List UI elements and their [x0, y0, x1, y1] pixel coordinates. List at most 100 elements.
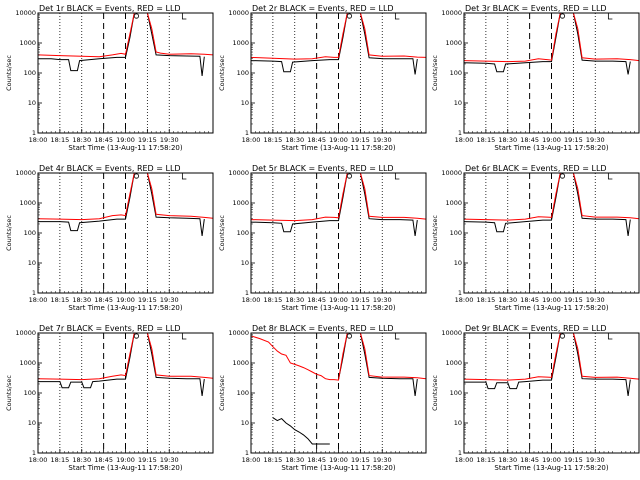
panel-5: Det 5r BLACK = Events, RED = LLD 1 10 100 10…: [218, 164, 427, 312]
x-axis-label: Start Time (13-Aug-11 17:58:20): [281, 464, 395, 472]
events-series-line: [38, 12, 205, 76]
end-marker: [394, 173, 400, 180]
x-tick-label: 19:15: [138, 456, 157, 464]
y-tick-label: 1: [32, 449, 36, 457]
x-tick-label: 18:30: [72, 136, 91, 144]
y-tick-label: 10: [28, 99, 36, 107]
x-tick-label: 18:45: [307, 136, 326, 144]
x-tick-label: 18:30: [498, 296, 517, 304]
y-axis-label: Counts/sec: [431, 375, 439, 411]
x-tick-label: 19:30: [160, 296, 179, 304]
y-tick-label: 1: [458, 129, 462, 137]
x-tick-label: 18:00: [242, 136, 261, 144]
y-tick-label: 1: [32, 129, 36, 137]
y-tick-label: 10: [241, 419, 249, 427]
x-tick-label: 18:00: [29, 136, 48, 144]
x-tick-label: 18:45: [520, 456, 539, 464]
end-marker: [607, 173, 613, 180]
events-series-line: [38, 172, 205, 236]
y-tick-label: 1: [458, 449, 462, 457]
y-tick-label: 10: [241, 259, 249, 267]
y-tick-label: 1000: [445, 199, 462, 207]
peak-marker: [346, 173, 353, 179]
y-tick-label: 10: [454, 99, 462, 107]
events-series-line: [272, 332, 418, 445]
lld-series-line: [463, 12, 640, 63]
panel-title: Det 5r BLACK = Events, RED = LLD: [252, 164, 394, 173]
x-tick-label: 19:00: [329, 136, 348, 144]
y-tick-label: 10000: [228, 9, 249, 17]
x-axis-label: Start Time (13-Aug-11 17:58:20): [281, 304, 395, 312]
y-tick-label: 100: [24, 389, 36, 397]
end-marker: [181, 173, 187, 180]
panel-3: Det 3r BLACK = Events, RED = LLD 1 10 100 10…: [431, 4, 640, 152]
x-tick-label: 18:15: [477, 136, 496, 144]
x-tick-label: 18:15: [51, 296, 70, 304]
panel-6: Det 6r BLACK = Events, RED = LLD 1 10 100 10…: [431, 164, 640, 312]
panel-title: Det 6r BLACK = Events, RED = LLD: [465, 164, 607, 173]
x-tick-label: 18:00: [29, 296, 48, 304]
y-tick-label: 100: [450, 389, 462, 397]
x-axis-label: Start Time (13-Aug-11 17:58:20): [281, 144, 395, 152]
x-tick-label: 19:00: [542, 296, 561, 304]
x-tick-label: 18:45: [307, 456, 326, 464]
y-axis-label: Counts/sec: [5, 55, 13, 91]
peak-marker: [133, 173, 140, 179]
x-tick-label: 18:30: [72, 296, 91, 304]
peak-marker: [133, 13, 140, 19]
lld-series-line: [250, 12, 427, 60]
x-tick-label: 18:30: [285, 456, 304, 464]
x-tick-label: 18:15: [264, 296, 283, 304]
x-tick-label: 19:30: [373, 136, 392, 144]
y-tick-label: 1: [32, 289, 36, 297]
y-tick-label: 10000: [15, 9, 36, 17]
y-tick-label: 100: [237, 229, 249, 237]
end-marker: [181, 333, 187, 340]
x-tick-label: 18:45: [307, 296, 326, 304]
x-axis-label: Start Time (13-Aug-11 17:58:20): [494, 464, 608, 472]
y-tick-label: 10000: [15, 329, 36, 337]
end-marker: [394, 333, 400, 340]
x-tick-label: 19:30: [160, 456, 179, 464]
events-series-line: [38, 332, 205, 396]
y-tick-label: 1000: [19, 39, 36, 47]
x-tick-label: 18:00: [455, 456, 474, 464]
panel-2: Det 2r BLACK = Events, RED = LLD 1 10 100 10…: [218, 4, 427, 152]
panel-9: Det 9r BLACK = Events, RED = LLD 1 10 100 10…: [431, 324, 640, 472]
x-tick-label: 18:15: [51, 136, 70, 144]
panel-title: Det 7r BLACK = Events, RED = LLD: [39, 324, 181, 333]
y-tick-label: 100: [24, 229, 36, 237]
x-tick-label: 19:30: [373, 296, 392, 304]
x-tick-label: 18:45: [520, 136, 539, 144]
y-axis-label: Counts/sec: [218, 215, 226, 251]
y-tick-label: 1000: [232, 39, 249, 47]
lld-series-line: [250, 332, 427, 381]
panel-title: Det 2r BLACK = Events, RED = LLD: [252, 4, 394, 13]
y-tick-label: 10: [454, 259, 462, 267]
x-tick-label: 18:30: [72, 456, 91, 464]
peak-marker: [346, 13, 353, 19]
x-tick-label: 18:00: [29, 456, 48, 464]
x-tick-label: 19:00: [116, 136, 135, 144]
x-tick-label: 18:30: [285, 136, 304, 144]
x-tick-label: 19:15: [351, 296, 370, 304]
y-tick-label: 1000: [19, 359, 36, 367]
x-tick-label: 18:30: [498, 136, 517, 144]
y-tick-label: 10: [28, 259, 36, 267]
x-tick-label: 19:15: [351, 456, 370, 464]
x-axis-label: Start Time (13-Aug-11 17:58:20): [494, 304, 608, 312]
events-series-line: [463, 12, 631, 75]
events-series-line: [250, 172, 418, 236]
y-tick-label: 10000: [228, 169, 249, 177]
x-tick-label: 18:45: [94, 296, 113, 304]
panel-title: Det 9r BLACK = Events, RED = LLD: [465, 324, 607, 333]
y-tick-label: 1: [245, 449, 249, 457]
x-tick-label: 19:00: [329, 456, 348, 464]
x-tick-label: 18:30: [498, 456, 517, 464]
x-tick-label: 19:30: [586, 296, 605, 304]
y-tick-label: 1: [245, 129, 249, 137]
y-tick-label: 10: [454, 419, 462, 427]
y-tick-label: 10000: [441, 329, 462, 337]
x-tick-label: 19:15: [564, 296, 583, 304]
